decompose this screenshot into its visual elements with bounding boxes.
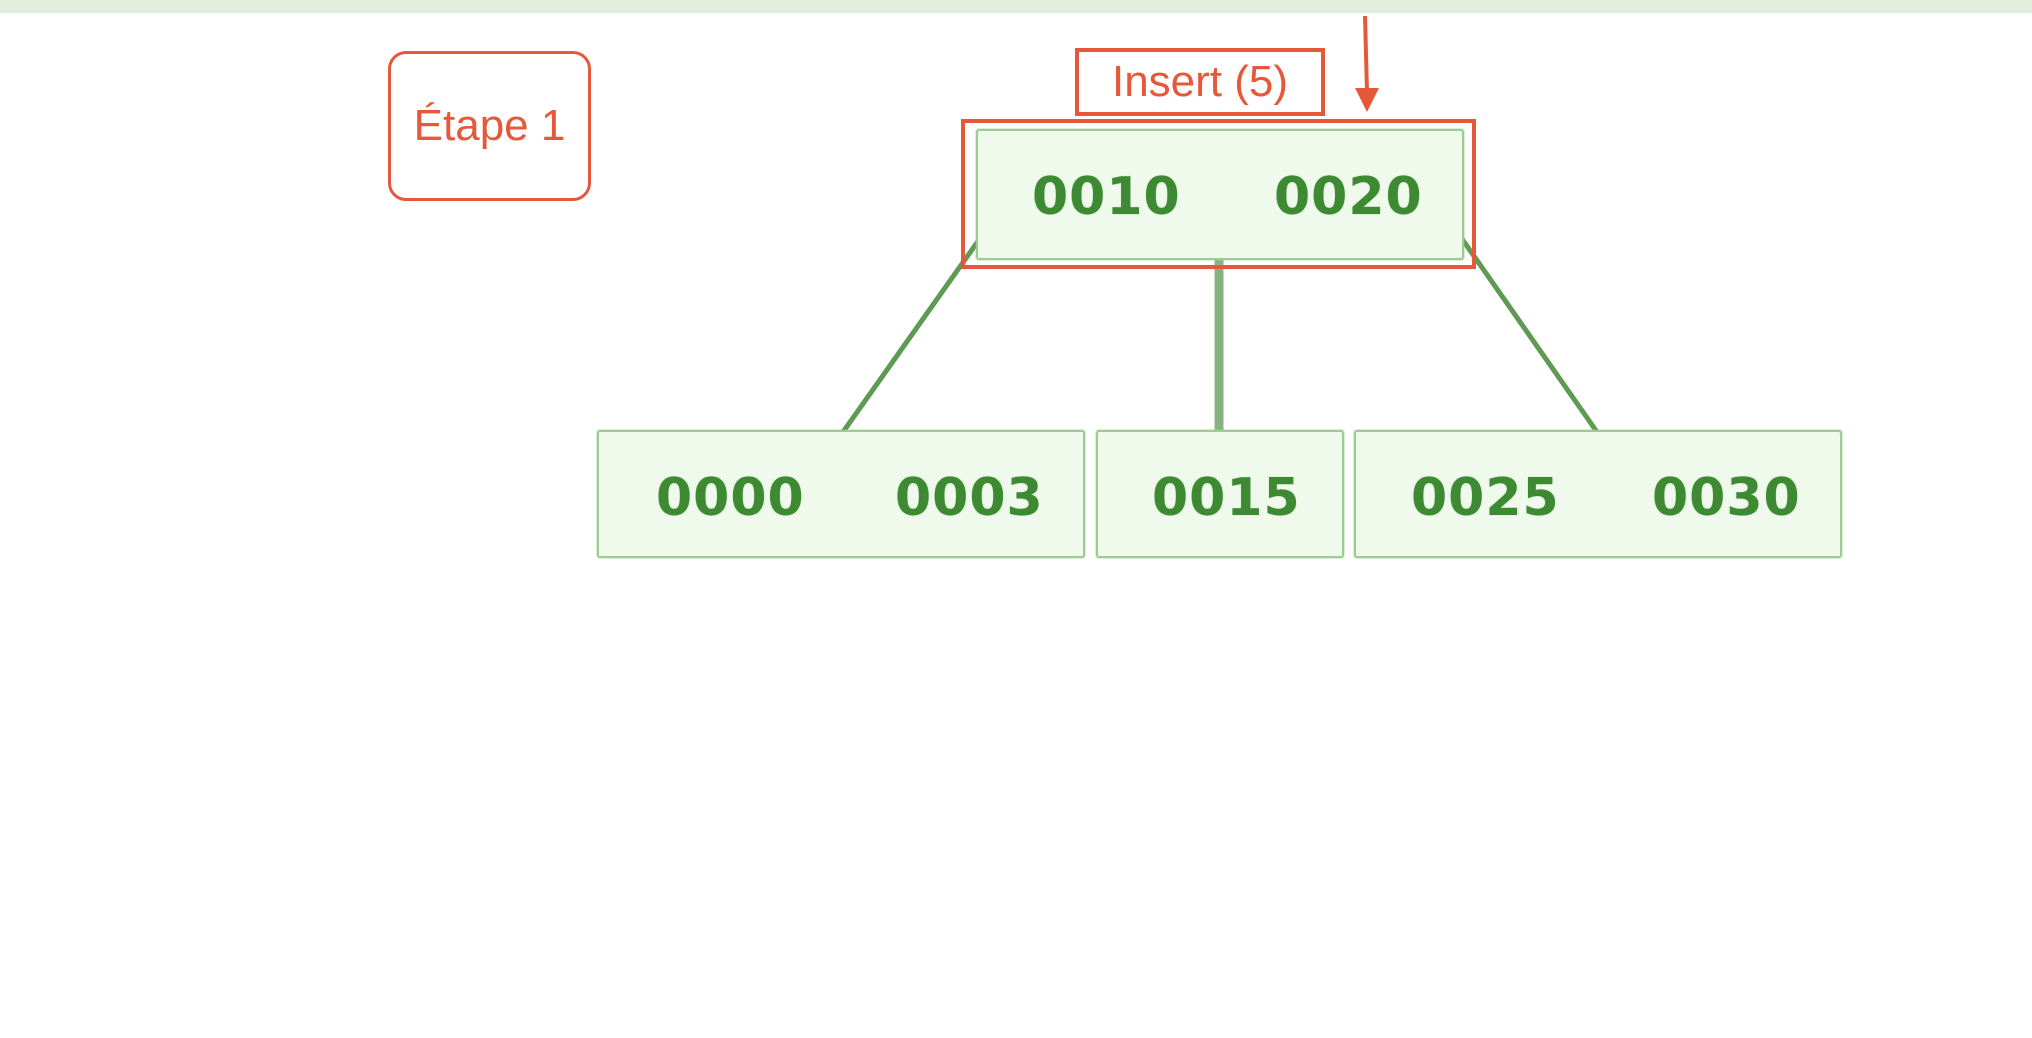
root-node: 0010 0020 bbox=[976, 129, 1464, 260]
child-node-right: 0025 0030 bbox=[1354, 430, 1842, 558]
right-child-key-2: 0030 bbox=[1652, 468, 1801, 528]
root-highlight-box bbox=[961, 119, 1476, 269]
step-badge: Étape 1 bbox=[388, 51, 591, 201]
right-child-key-1: 0025 bbox=[1411, 468, 1560, 528]
root-key-1: 0010 bbox=[1032, 167, 1181, 227]
left-child-key-2: 0003 bbox=[895, 468, 1044, 528]
child-node-left: 0000 0003 bbox=[597, 430, 1085, 558]
root-key-2: 0020 bbox=[1274, 167, 1423, 227]
child-node-middle: 0015 bbox=[1096, 430, 1344, 558]
insert-arrow-head bbox=[1355, 88, 1379, 112]
middle-child-key-1: 0015 bbox=[1152, 468, 1301, 528]
insert-arrow-shaft bbox=[1363, 15, 1369, 93]
top-band bbox=[0, 0, 2032, 13]
left-child-key-1: 0000 bbox=[656, 468, 805, 528]
insert-operation-label: Insert (5) bbox=[1075, 48, 1325, 116]
